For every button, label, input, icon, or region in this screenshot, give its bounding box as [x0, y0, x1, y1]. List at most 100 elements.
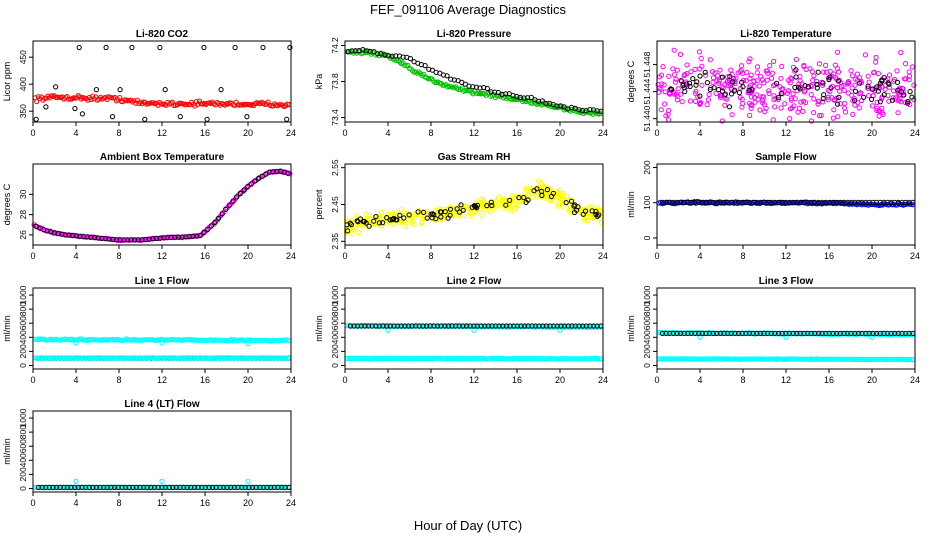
data-point [873, 59, 879, 65]
data-point [586, 214, 593, 220]
y-tick-label: 350 [18, 104, 28, 118]
hourly-point [33, 116, 39, 122]
data-point [555, 189, 561, 195]
hourly-point [518, 323, 524, 329]
y-tick-label: 51.448 [642, 51, 652, 77]
data-point [53, 94, 59, 101]
hourly-point [256, 175, 262, 181]
data-point [842, 109, 849, 115]
hourly-point [260, 44, 266, 51]
hourly-point [449, 323, 455, 329]
hourly-point [83, 484, 89, 490]
data-point [790, 91, 796, 97]
data-point [891, 88, 897, 94]
hourly-point [714, 199, 720, 205]
data-point [754, 64, 761, 70]
data-point [771, 58, 777, 65]
chart-panel-2: Li-820 Pressure 0 4 8 12 16 20 24 73.4 73.8 74.2 kP… [314, 29, 608, 138]
data-point [697, 93, 703, 99]
hourly-point [124, 237, 131, 243]
hourly-point [725, 199, 731, 205]
data-point [109, 355, 115, 361]
data-point [366, 223, 372, 229]
data-point [454, 206, 460, 212]
data-point [548, 356, 555, 362]
data-point [706, 91, 712, 98]
hourly-point [855, 199, 862, 205]
data-point [747, 56, 753, 62]
data-point [593, 211, 599, 217]
hourly-point [663, 199, 669, 205]
data-point [724, 96, 730, 102]
data-point [433, 355, 440, 361]
data-point [662, 101, 668, 107]
data-point [686, 356, 693, 362]
data-point [827, 74, 833, 80]
hourly-point [906, 199, 912, 205]
hourly-point [102, 236, 109, 242]
hourly-point [109, 114, 116, 120]
data-point [874, 107, 880, 114]
data-point [766, 90, 772, 97]
data-point [574, 356, 580, 362]
data-point [795, 84, 802, 90]
x-tick-label: 4 [697, 375, 702, 385]
x-tick-label: 4 [73, 375, 78, 385]
data-point [757, 73, 764, 79]
data-point [808, 92, 814, 98]
x-tick-label: 16 [200, 375, 210, 385]
data-point [347, 355, 353, 362]
data-point [778, 105, 784, 111]
hourly-point [257, 484, 263, 490]
hourly-point [252, 178, 258, 184]
hourly-point [852, 330, 858, 336]
hourly-point [226, 202, 232, 208]
x-tick-label: 8 [116, 375, 121, 385]
hourly-point [757, 330, 764, 336]
hourly-point [539, 98, 545, 104]
hourly-point [677, 199, 684, 205]
hourly-point [881, 330, 887, 336]
x-tick-label: 8 [428, 375, 433, 385]
hourly-point [888, 199, 894, 205]
x-tick-label: 0 [342, 251, 347, 261]
hourly-point [172, 234, 178, 240]
data-point [894, 68, 900, 74]
data-point [539, 356, 545, 362]
data-point [591, 324, 598, 330]
data-point [683, 81, 690, 87]
y-tick-label: 51.444 [642, 78, 652, 104]
hourly-point [53, 84, 59, 90]
data-point [512, 198, 518, 204]
y-tick-label: 200 [330, 344, 340, 358]
hourly-point [576, 323, 582, 329]
hourly-point [219, 211, 225, 217]
data-point [480, 199, 486, 205]
data-point [850, 111, 856, 118]
x-tick-label: 0 [342, 375, 347, 385]
x-tick-label: 24 [598, 251, 608, 261]
data-point [411, 221, 417, 227]
data-point [553, 195, 559, 201]
data-point [710, 75, 717, 81]
data-point [854, 71, 861, 77]
data-point [876, 85, 883, 91]
data-point [780, 86, 786, 92]
data-point [842, 100, 848, 107]
hourly-point [420, 323, 426, 329]
hourly-point [521, 95, 527, 101]
y-tick-label: 2.35 [330, 233, 340, 250]
data-point [401, 215, 407, 221]
data-point [510, 356, 516, 362]
hourly-point [659, 199, 666, 205]
data-point [821, 92, 827, 98]
data-point [875, 71, 882, 77]
hourly-point [565, 323, 571, 329]
hourly-point [496, 323, 502, 329]
hourly-point [779, 199, 785, 205]
hourly-point [57, 484, 63, 490]
hourly-point [223, 206, 229, 212]
hourly-point [667, 330, 673, 336]
x-tick-label: 20 [555, 251, 565, 261]
hourly-point [405, 323, 412, 329]
